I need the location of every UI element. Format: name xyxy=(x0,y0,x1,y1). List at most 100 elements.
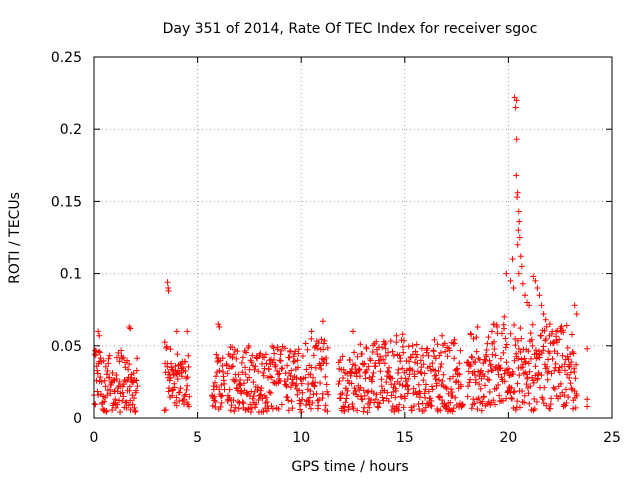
data-point xyxy=(471,372,478,379)
data-point xyxy=(92,401,99,408)
data-point xyxy=(263,394,270,401)
data-point xyxy=(344,387,351,394)
data-point xyxy=(584,345,591,352)
data-point xyxy=(431,372,438,379)
data-point xyxy=(216,367,223,374)
data-point xyxy=(174,351,181,358)
data-point xyxy=(236,380,243,387)
data-point xyxy=(350,405,357,412)
data-point xyxy=(453,366,460,373)
data-point xyxy=(185,403,192,410)
data-point xyxy=(312,364,319,371)
data-point xyxy=(530,273,537,280)
data-point xyxy=(541,384,548,391)
data-point xyxy=(173,402,180,409)
data-point xyxy=(216,324,223,331)
data-point xyxy=(448,386,455,393)
data-point xyxy=(511,388,518,395)
data-point xyxy=(119,397,126,404)
data-point xyxy=(454,365,461,372)
data-point xyxy=(421,370,428,377)
data-point xyxy=(435,368,442,375)
data-point xyxy=(294,357,301,364)
data-point xyxy=(101,377,108,384)
data-point xyxy=(312,379,319,386)
data-point xyxy=(112,404,119,411)
data-point xyxy=(442,403,449,410)
data-point xyxy=(495,381,502,388)
data-point xyxy=(388,392,395,399)
data-point xyxy=(250,379,257,386)
data-point xyxy=(560,329,567,336)
data-point xyxy=(352,388,359,395)
data-point xyxy=(403,358,410,365)
data-point xyxy=(266,366,272,373)
data-point xyxy=(175,367,182,374)
data-point xyxy=(292,382,299,389)
data-point xyxy=(252,404,259,411)
data-point xyxy=(427,402,434,409)
data-point xyxy=(287,384,294,391)
data-point xyxy=(318,366,325,373)
data-point xyxy=(558,323,565,330)
data-point xyxy=(289,405,296,412)
data-point xyxy=(561,392,568,399)
data-point xyxy=(405,376,412,383)
data-point xyxy=(272,361,279,368)
data-point xyxy=(127,397,134,404)
data-point xyxy=(267,390,274,397)
data-point xyxy=(281,378,288,385)
data-point xyxy=(261,354,268,361)
data-point xyxy=(167,374,174,381)
data-point xyxy=(362,375,369,382)
data-point xyxy=(367,357,374,364)
data-point xyxy=(527,383,534,390)
data-point xyxy=(221,386,228,393)
data-point xyxy=(490,321,497,328)
data-point xyxy=(339,374,346,381)
data-point xyxy=(216,386,223,393)
data-point xyxy=(410,402,417,409)
data-point xyxy=(237,382,244,389)
x-tick-label: 15 xyxy=(396,430,414,446)
data-point xyxy=(361,360,368,367)
data-point xyxy=(229,354,236,361)
data-point xyxy=(547,405,554,412)
data-point xyxy=(468,405,475,412)
data-point xyxy=(526,400,533,407)
data-point xyxy=(359,351,366,358)
data-point xyxy=(425,388,432,395)
data-point xyxy=(369,348,376,355)
data-point xyxy=(429,360,436,367)
data-point xyxy=(358,396,365,403)
data-point xyxy=(232,404,239,411)
data-point xyxy=(543,363,550,370)
data-point xyxy=(562,402,569,409)
data-point xyxy=(464,393,471,400)
data-point xyxy=(279,365,286,372)
data-point xyxy=(274,346,281,353)
data-point xyxy=(95,328,102,335)
data-point xyxy=(405,343,412,350)
data-point xyxy=(316,396,323,403)
data-point xyxy=(315,339,322,346)
data-point xyxy=(559,352,566,359)
data-point xyxy=(422,394,429,401)
data-point xyxy=(569,405,576,412)
data-point xyxy=(229,363,236,370)
data-point xyxy=(305,398,312,405)
data-point xyxy=(411,373,418,380)
data-point xyxy=(351,349,358,356)
data-point xyxy=(417,369,424,376)
data-point xyxy=(307,388,314,395)
data-point xyxy=(308,335,315,342)
data-point xyxy=(354,353,361,360)
data-point xyxy=(308,328,315,335)
data-point xyxy=(515,208,522,215)
data-point xyxy=(213,351,220,358)
data-point xyxy=(557,393,564,400)
data-point xyxy=(570,350,577,357)
data-point xyxy=(186,393,193,400)
data-point xyxy=(423,381,430,388)
data-point xyxy=(262,351,269,358)
